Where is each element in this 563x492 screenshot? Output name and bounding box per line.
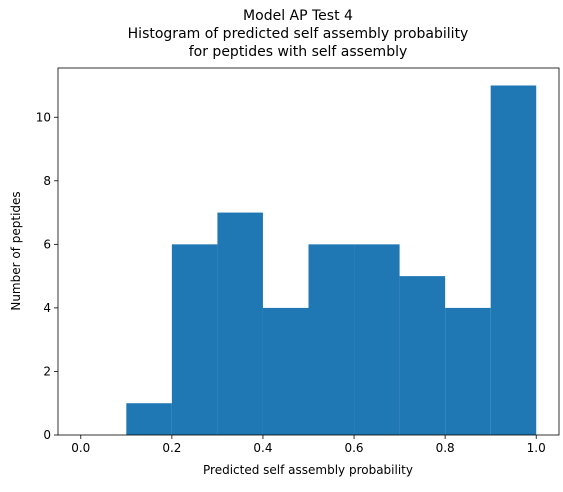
y-tick-label: 0 [43,428,51,442]
y-axis-ticks: 0 2 4 6 8 10 [36,110,58,442]
title-line-2: Histogram of predicted self assembly pro… [128,26,469,42]
histogram-bar [490,85,537,435]
histogram-bar [354,244,400,435]
x-axis-ticks: 0.0 0.2 0.4 0.6 0.8 1.0 [71,435,546,455]
chart-title: Model AP Test 4 Histogram of predicted s… [128,8,469,60]
y-tick-label: 4 [43,301,51,315]
x-tick-label: 0.4 [253,441,272,455]
x-tick-label: 0.8 [436,441,455,455]
x-tick-label: 0.6 [344,441,363,455]
histogram-bar [308,244,355,435]
title-line-3: for peptides with self assembly [189,44,408,60]
histogram-bar [171,244,218,435]
y-axis-label: Number of peptides [9,191,23,310]
y-tick-label: 10 [36,110,51,124]
y-tick-label: 6 [43,237,51,251]
x-tick-label: 0.0 [71,441,90,455]
plot-frame [57,67,560,436]
histogram-bar [217,212,263,435]
x-tick-label: 1.0 [527,441,546,455]
histogram-bar [445,307,491,435]
y-tick-label: 8 [43,174,51,188]
title-line-1: Model AP Test 4 [243,8,353,24]
histogram-bar [126,403,172,435]
y-tick-label: 2 [43,364,51,378]
x-tick-label: 0.2 [162,441,181,455]
x-axis-label: Predicted self assembly probability [203,463,413,477]
histogram-bar [262,307,309,435]
bars-group [126,85,537,435]
histogram-bar [399,276,446,435]
